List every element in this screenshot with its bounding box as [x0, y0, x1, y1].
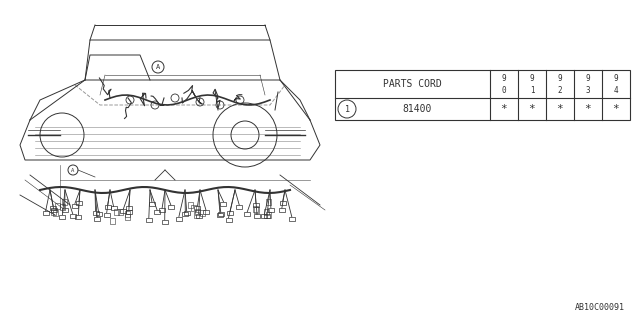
Bar	[168, 205, 174, 209]
Bar	[203, 210, 209, 214]
Text: *: *	[584, 104, 591, 114]
Bar	[176, 217, 182, 220]
Bar	[51, 208, 56, 212]
Text: *: *	[612, 104, 620, 114]
Bar	[76, 201, 82, 205]
Bar	[227, 212, 233, 215]
Bar	[195, 209, 200, 215]
Text: AB10C00091: AB10C00091	[575, 303, 625, 312]
Bar	[195, 212, 199, 218]
Bar	[253, 206, 258, 212]
Text: 9: 9	[530, 74, 534, 83]
Bar	[76, 215, 81, 219]
Text: 2: 2	[557, 85, 563, 94]
Bar	[104, 212, 109, 217]
Bar	[126, 210, 132, 214]
Text: *: *	[529, 104, 536, 114]
Bar	[70, 214, 76, 218]
Bar	[236, 205, 242, 209]
Bar	[335, 70, 630, 120]
Bar	[118, 209, 124, 215]
Text: 3: 3	[586, 85, 590, 94]
Bar	[61, 208, 68, 212]
Bar	[244, 212, 250, 216]
Bar	[195, 206, 200, 210]
Bar	[262, 214, 268, 218]
Bar	[50, 206, 56, 210]
Bar	[53, 210, 58, 215]
Bar	[188, 202, 193, 208]
Text: 9: 9	[586, 74, 590, 83]
Bar	[264, 209, 269, 215]
Text: *: *	[557, 104, 563, 114]
Text: 0: 0	[502, 85, 506, 94]
Bar	[280, 201, 285, 205]
Bar	[266, 212, 271, 218]
Bar	[225, 218, 232, 222]
Bar	[105, 204, 111, 209]
Bar	[268, 208, 274, 212]
Bar	[94, 217, 100, 221]
Text: 81400: 81400	[403, 104, 432, 114]
Text: 1: 1	[344, 105, 349, 114]
Bar	[125, 211, 130, 217]
Bar	[184, 211, 189, 215]
Bar	[154, 210, 160, 214]
Bar	[126, 206, 132, 210]
Bar	[149, 202, 155, 206]
Text: 9: 9	[502, 74, 506, 83]
Text: A: A	[72, 167, 75, 172]
Text: 4: 4	[614, 85, 618, 94]
Bar	[60, 204, 65, 210]
Bar	[182, 212, 188, 216]
Bar	[95, 212, 102, 216]
Bar	[60, 215, 65, 219]
Bar	[191, 205, 196, 211]
Text: 9: 9	[614, 74, 618, 83]
Bar	[162, 220, 168, 224]
Bar	[93, 211, 99, 215]
Bar	[279, 208, 285, 212]
Bar	[254, 207, 259, 213]
Bar	[111, 206, 116, 211]
Text: *: *	[500, 104, 508, 114]
Bar	[120, 209, 127, 213]
Text: A: A	[156, 64, 160, 70]
Bar	[62, 199, 67, 205]
Bar	[289, 217, 295, 221]
Bar	[43, 211, 49, 215]
Bar	[264, 214, 270, 218]
Bar	[196, 214, 202, 218]
Bar	[110, 218, 115, 224]
Bar	[159, 208, 165, 212]
Bar	[218, 212, 224, 216]
Bar	[115, 209, 120, 215]
Bar	[200, 210, 205, 216]
Bar	[51, 209, 56, 215]
Bar	[220, 202, 227, 206]
Bar	[125, 214, 130, 220]
Text: 1: 1	[530, 85, 534, 94]
Bar	[253, 203, 259, 207]
Bar	[266, 199, 271, 205]
Text: 9: 9	[557, 74, 563, 83]
Text: PARTS CORD: PARTS CORD	[383, 79, 442, 89]
Bar	[55, 203, 60, 209]
Bar	[217, 213, 223, 218]
Bar	[254, 214, 260, 219]
Bar	[72, 204, 78, 207]
Bar	[146, 218, 152, 222]
